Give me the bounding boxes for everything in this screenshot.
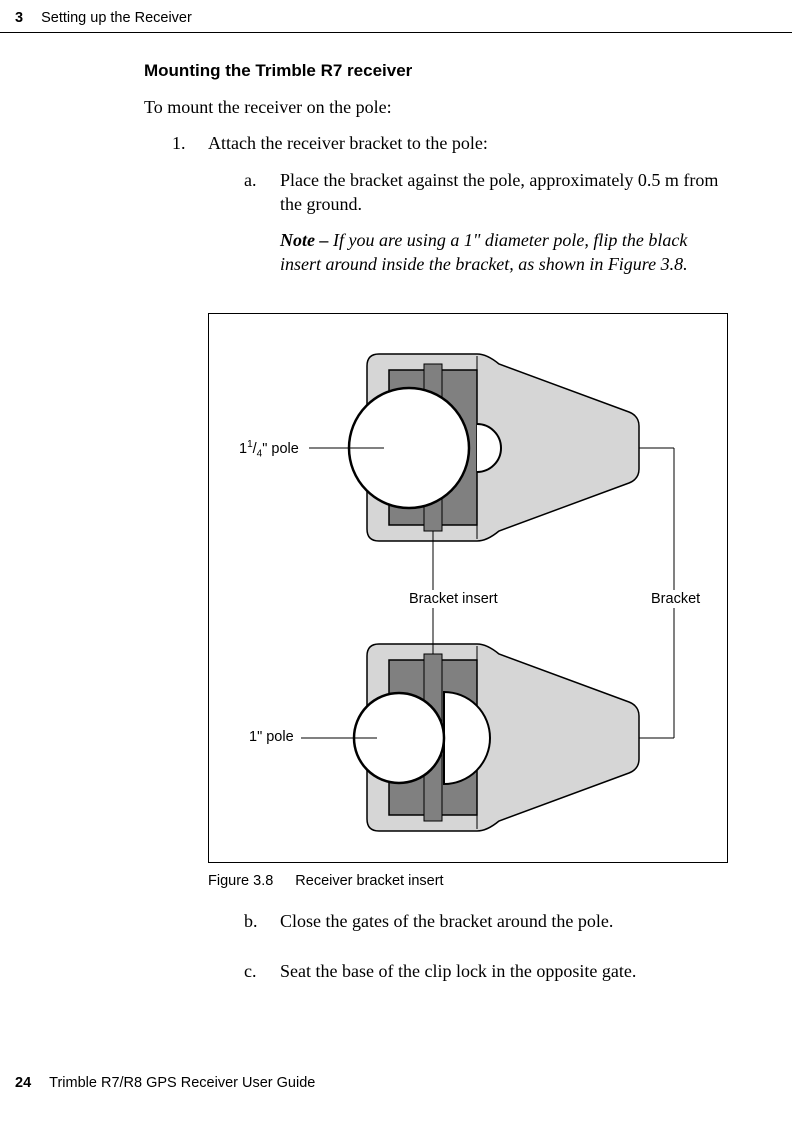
step-number: 1. [172,131,208,997]
label-bracket-insert: Bracket insert [409,591,498,607]
list-item: 1. Attach the receiver bracket to the po… [172,131,730,1009]
step-text: Attach the receiver bracket to the pole: [208,131,730,155]
bottom-bracket-group [354,644,639,831]
bracket-diagram [209,314,729,864]
top-bracket-group [349,354,639,541]
page-footer: 24 Trimble R7/R8 GPS Receiver User Guide [15,1075,315,1091]
substep-text: Seat the base of the clip lock in the op… [280,959,730,983]
figure-caption-text: Receiver bracket insert [295,873,443,889]
chapter-title: Setting up the Receiver [41,10,192,26]
header-rule [0,32,792,33]
note-text: If you are using a 1" diameter pole, fli… [280,230,688,274]
page-number: 24 [15,1075,31,1091]
main-content: Mounting the Trimble R7 receiver To moun… [144,61,730,1009]
substep-text: Place the bracket against the pole, appr… [280,168,730,217]
substep-alpha: b. [244,909,280,933]
ordered-list-level1: 1. Attach the receiver bracket to the po… [172,131,730,1009]
page-header: 3 Setting up the Receiver [15,10,730,26]
substep-alpha: c. [244,959,280,983]
ordered-list-level2: a. Place the bracket against the pole, a… [244,168,730,289]
substep-text: Close the gates of the bracket around th… [280,909,730,933]
list-item: b. Close the gates of the bracket around… [244,909,730,945]
chapter-number: 3 [15,10,23,26]
label-pole-large: 11/4" pole [239,439,299,460]
ordered-list-level2-continued: b. Close the gates of the bracket around… [244,909,730,996]
note-block: Note – If you are using a 1" diameter po… [280,228,730,277]
label-pole-small: 1" pole [249,729,294,745]
label-bracket: Bracket [651,591,700,607]
section-heading: Mounting the Trimble R7 receiver [144,61,730,81]
list-item: c. Seat the base of the clip lock in the… [244,959,730,995]
figure-caption-number: Figure 3.8 [208,873,273,889]
list-item: a. Place the bracket against the pole, a… [244,168,730,289]
note-label: Note – [280,230,333,250]
figure-caption: Figure 3.8 Receiver bracket insert [208,873,730,889]
substep-alpha: a. [244,168,280,277]
figure-box: 11/4" pole 1" pole Bracket insert Bracke… [208,313,728,863]
section-intro: To mount the receiver on the pole: [144,95,730,119]
guide-title: Trimble R7/R8 GPS Receiver User Guide [49,1075,315,1091]
